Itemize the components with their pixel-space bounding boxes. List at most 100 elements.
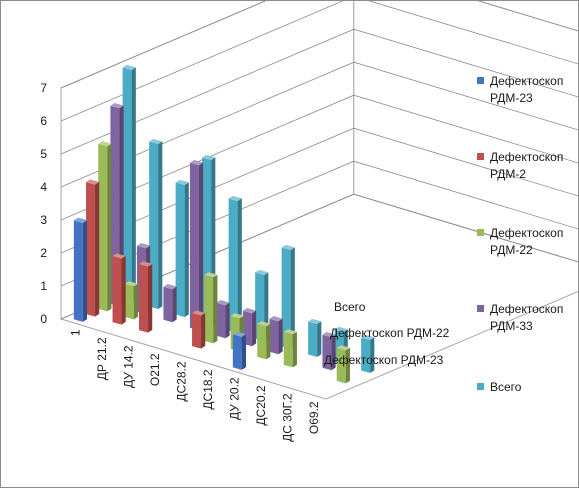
bar — [281, 244, 295, 350]
bar-face — [237, 198, 242, 334]
bar-face — [251, 310, 257, 347]
bar-face — [73, 220, 83, 322]
x-tick-label: ДС18.2 — [201, 369, 215, 409]
bar-face — [361, 337, 371, 374]
bar-face — [73, 217, 88, 223]
y-tick-label: 2 — [40, 246, 47, 260]
bar-face — [331, 334, 336, 371]
legend-label-rdm23: Дефектоскоп РДМ-23 — [490, 74, 564, 105]
legend-swatch-total — [477, 383, 484, 390]
bar-face — [95, 181, 100, 317]
bar-face — [204, 274, 214, 344]
bar-face — [198, 162, 204, 331]
bar-face — [98, 143, 108, 312]
gridline — [60, 1, 578, 89]
bar-face — [241, 334, 247, 370]
bar — [112, 253, 126, 325]
bar — [269, 316, 283, 355]
bar — [124, 281, 138, 320]
bar-face — [192, 313, 202, 349]
bar-face — [242, 308, 257, 314]
bar — [122, 64, 136, 302]
bar — [73, 217, 88, 322]
bar — [257, 321, 271, 360]
legend-label-total: Всего — [490, 380, 522, 394]
gridline — [60, 1, 578, 122]
bar-face — [269, 318, 279, 355]
bar-face — [192, 310, 206, 316]
bar-face — [82, 220, 88, 322]
bar-face — [361, 334, 375, 341]
bar-face — [189, 162, 199, 331]
bar-face — [107, 143, 112, 312]
bar-face — [121, 255, 126, 325]
bar-face — [163, 286, 173, 323]
bar — [139, 261, 153, 333]
bar-face — [292, 331, 297, 368]
bar-face — [112, 253, 126, 259]
bar-face — [278, 318, 283, 355]
bar — [336, 345, 350, 384]
bar-face — [281, 247, 291, 350]
bar-face — [110, 103, 124, 109]
bar-face — [184, 182, 189, 318]
bar-face — [308, 318, 322, 325]
x-tick-label: 1 — [69, 329, 83, 336]
bar-face — [98, 141, 112, 147]
bar-face — [213, 274, 218, 344]
bar — [189, 160, 204, 331]
bar-face — [136, 243, 151, 249]
x-tick-label: ДС 30Г.2 — [281, 393, 295, 442]
bar-face — [175, 182, 185, 318]
y-tick-label: 6 — [40, 114, 47, 128]
legend-swatch-rdm23 — [477, 77, 484, 84]
bar-face — [86, 179, 100, 185]
bar-face — [172, 286, 177, 323]
bar-face — [283, 331, 293, 368]
bar — [216, 300, 230, 339]
legend-label-rdm22: Дефектоскоп РДМ-22 — [490, 226, 564, 257]
y-tick-label: 1 — [40, 279, 47, 293]
bar-face — [281, 244, 295, 251]
x-tick-label: ДУ 20.2 — [228, 377, 242, 420]
x-tick-label: ДУ 14.2 — [122, 345, 136, 388]
bar — [204, 272, 218, 344]
bar-face — [158, 141, 163, 310]
legend-swatch-rdm33 — [477, 305, 484, 312]
bar-face — [139, 261, 153, 267]
y-tick-label: 5 — [40, 147, 47, 161]
bar-face — [148, 263, 153, 333]
x-tick-label: ДС28.2 — [175, 361, 189, 401]
legend-swatch-rdm22 — [477, 229, 484, 236]
bar-face — [283, 329, 297, 335]
bar-face — [228, 198, 238, 334]
bar-face — [257, 323, 267, 360]
legend-label-rdm33: Дефектоскоп РДМ-33 — [490, 302, 564, 333]
bar-face — [122, 64, 136, 71]
bar-face — [112, 256, 122, 325]
x-tick-label: ДС20.2 — [254, 385, 268, 425]
bar-face — [266, 323, 271, 360]
y-tick-label: 4 — [40, 180, 47, 194]
bar-face — [204, 272, 218, 278]
bar-face — [216, 300, 230, 306]
y-tick-label: 0 — [40, 312, 47, 326]
bar-face — [131, 67, 136, 302]
bar-face — [345, 347, 350, 384]
bar-face — [334, 326, 348, 333]
depth-tick-label: Всего — [334, 300, 366, 314]
bar-face — [255, 269, 269, 276]
bar-face — [232, 331, 247, 337]
bar-face — [228, 195, 242, 202]
bar-face — [230, 313, 244, 319]
bar — [175, 179, 189, 318]
bar — [228, 195, 242, 334]
bar-face — [133, 283, 138, 320]
bar — [232, 331, 247, 370]
bar-face — [216, 302, 226, 339]
bar — [283, 329, 297, 368]
bar-face — [370, 337, 375, 374]
bar-face — [86, 182, 96, 317]
